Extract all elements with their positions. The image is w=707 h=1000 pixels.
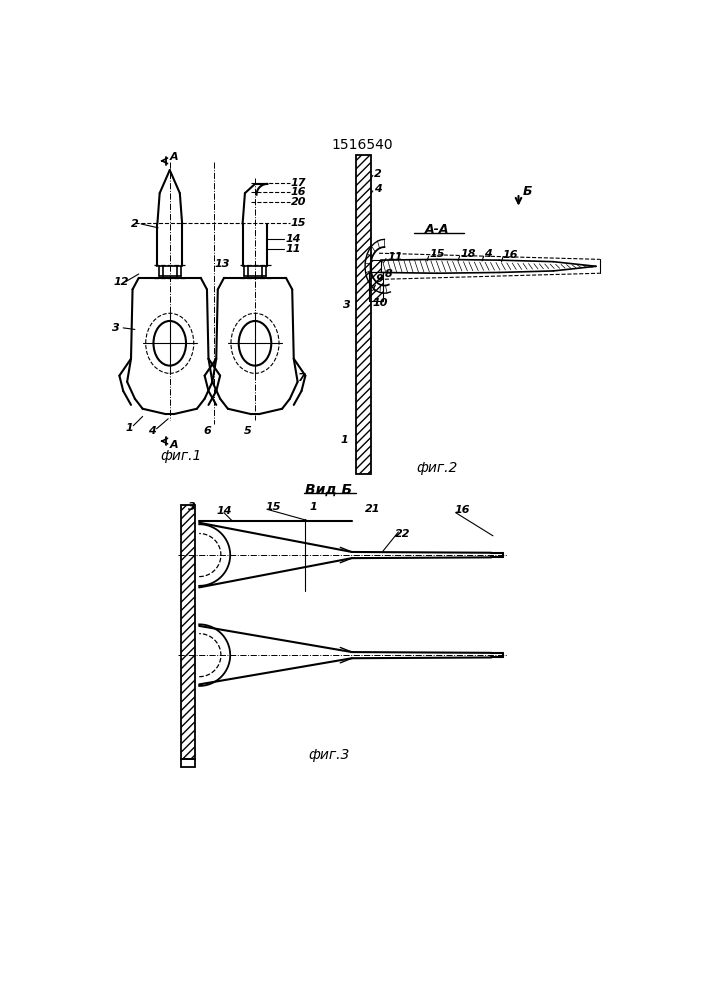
Text: А: А	[170, 152, 178, 162]
Text: 4: 4	[484, 249, 491, 259]
Text: 10: 10	[372, 298, 387, 308]
Text: 15: 15	[429, 249, 445, 259]
Text: А-А: А-А	[425, 223, 450, 236]
Text: 22: 22	[395, 529, 411, 539]
Text: фиг.2: фиг.2	[416, 461, 458, 475]
Text: 15: 15	[291, 218, 306, 228]
Text: 1: 1	[309, 502, 317, 512]
Text: 5: 5	[243, 426, 251, 436]
Bar	[182, 505, 195, 759]
Text: 8: 8	[385, 269, 392, 279]
Text: 17: 17	[291, 178, 306, 188]
Text: 16: 16	[291, 187, 306, 197]
Text: 11: 11	[387, 252, 403, 262]
Text: 3: 3	[343, 300, 351, 310]
Text: 13: 13	[215, 259, 230, 269]
Text: Б: Б	[522, 185, 532, 198]
Text: фиг.3: фиг.3	[308, 748, 349, 762]
Text: 14: 14	[216, 506, 232, 516]
Text: 7: 7	[298, 373, 305, 383]
Text: 20: 20	[291, 197, 306, 207]
Bar	[369, 272, 383, 301]
Text: 14: 14	[285, 234, 300, 244]
Text: 3: 3	[187, 502, 195, 512]
Text: 2: 2	[131, 219, 139, 229]
Text: 18: 18	[460, 249, 476, 259]
Text: 1516540: 1516540	[331, 138, 393, 152]
Text: А: А	[170, 440, 178, 450]
Text: 2: 2	[373, 169, 381, 179]
Bar	[356, 155, 371, 474]
Text: 3: 3	[112, 323, 119, 333]
Text: 6: 6	[203, 426, 211, 436]
Text: 21: 21	[365, 504, 380, 514]
Text: Вид Б: Вид Б	[305, 483, 352, 497]
Text: 16: 16	[503, 250, 518, 260]
Text: 1: 1	[126, 423, 134, 433]
Text: 15: 15	[265, 502, 281, 512]
Text: α: α	[369, 283, 376, 293]
Text: 11: 11	[285, 244, 300, 254]
Text: 4: 4	[373, 184, 381, 194]
Bar	[371, 260, 380, 272]
Text: 12: 12	[114, 277, 129, 287]
Text: фиг.1: фиг.1	[160, 449, 202, 463]
Text: 1: 1	[340, 435, 348, 445]
Text: 4: 4	[148, 426, 156, 436]
Text: 9: 9	[375, 274, 383, 284]
Text: 16: 16	[454, 505, 469, 515]
